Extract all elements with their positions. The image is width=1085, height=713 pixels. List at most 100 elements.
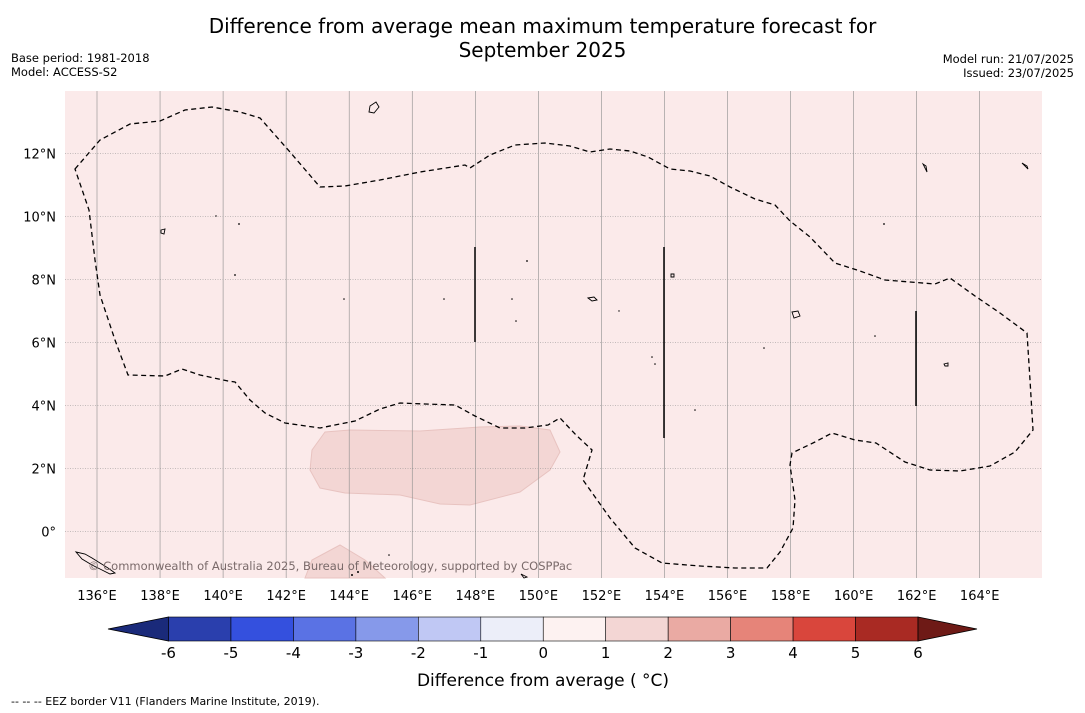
colorbar-segment [792, 616, 856, 642]
colorbar-tick-label: 0 [538, 644, 548, 662]
islet [515, 320, 517, 322]
model-run: Model run: 21/07/2025 [942, 52, 1074, 66]
colorbar-tick-label: 3 [726, 644, 736, 662]
longitude-tick-label: 152°E [582, 589, 622, 604]
islet [883, 223, 885, 225]
colorbar-segment [855, 616, 919, 642]
islet [526, 260, 528, 262]
colorbar-tick-label: -4 [286, 644, 301, 662]
longitude-tick-label: 158°E [771, 589, 811, 604]
longitude-tick-label: 148°E [456, 589, 496, 604]
islet [343, 298, 345, 300]
colorbar-tick-label: -3 [348, 644, 363, 662]
island [74, 551, 117, 575]
colorbar-extend-low [107, 616, 169, 642]
colorbar-segment [293, 616, 357, 642]
latitude-tick-label: 8°N [32, 274, 57, 289]
colorbar-extend-high [917, 616, 978, 642]
islet [215, 215, 217, 217]
island [921, 162, 928, 173]
base-period: Base period: 1981-2018 [11, 51, 150, 65]
colorbar-segment [480, 616, 544, 642]
islet [238, 223, 240, 225]
island [160, 228, 166, 235]
islet [654, 363, 656, 365]
latitude-tick-label: 2°N [32, 463, 57, 478]
eez-border [74, 106, 1034, 569]
latitude-tick-label: 0° [41, 526, 56, 541]
longitude-tick-label: 146°E [392, 589, 432, 604]
colorbar-segment [355, 616, 419, 642]
issued-date: Issued: 23/07/2025 [963, 66, 1074, 80]
longitude-tick-label: 164°E [960, 589, 1000, 604]
colorbar: -6 -5 -4 -3 -2 -1 0 1 2 3 4 5 6 [107, 616, 978, 662]
island [670, 273, 675, 278]
copyright-text: © Commonwealth of Australia 2025, Bureau… [88, 559, 572, 573]
colorbar-tick-label: 5 [851, 644, 861, 662]
islet [388, 554, 390, 556]
colorbar-label: Difference from average ( °C) [417, 671, 669, 691]
colorbar-segment [605, 616, 669, 642]
islet [511, 298, 513, 300]
colorbar-tick-label: 1 [601, 644, 611, 662]
title-line-2: September 2025 [458, 38, 627, 62]
longitude-tick-label: 156°E [708, 589, 748, 604]
gridlines [65, 91, 1042, 578]
islet [618, 310, 620, 312]
colorbar-tick-label: 2 [663, 644, 673, 662]
model-name: Model: ACCESS-S2 [11, 65, 118, 79]
longitude-tick-labels: 136°E 138°E 140°E 142°E 144°E 146°E 148°E 150°E… [77, 589, 999, 604]
longitude-tick-label: 138°E [140, 589, 180, 604]
latitude-tick-labels: 12°N 10°N 8°N 6°N 4°N 2°N 0° [23, 148, 56, 541]
islet [234, 274, 236, 276]
colorbar-tick-label: -2 [411, 644, 426, 662]
latitude-tick-label: 6°N [32, 337, 57, 352]
longitude-tick-label: 140°E [203, 589, 243, 604]
colorbar-tick-label: -6 [161, 644, 176, 662]
latitude-tick-label: 12°N [23, 148, 56, 163]
island [1021, 162, 1029, 170]
longitude-tick-label: 162°E [897, 589, 937, 604]
title-line-1: Difference from average mean maximum tem… [208, 14, 877, 38]
island [586, 296, 598, 302]
island [520, 573, 529, 579]
meta-left: Base period: 1981-2018 Model: ACCESS-S2 [11, 51, 150, 79]
islands [74, 101, 1029, 579]
colorbar-segment [542, 616, 607, 642]
colorbar-segment [730, 616, 794, 642]
longitude-tick-label: 144°E [329, 589, 369, 604]
colorbar-segment [418, 616, 482, 642]
longitude-tick-label: 154°E [645, 589, 685, 604]
meta-right: Model run: 21/07/2025 Issued: 23/07/2025 [943, 52, 1074, 80]
colorbar-segment [168, 616, 232, 642]
longitude-tick-label: 160°E [834, 589, 874, 604]
colorbar-segment [230, 616, 294, 642]
islet [351, 574, 353, 576]
longitude-tick-label: 142°E [266, 589, 306, 604]
island [368, 101, 380, 114]
islet [443, 298, 445, 300]
map-area [65, 91, 1042, 578]
footnote: -- -- -- EEZ border V11 (Flanders Marine… [11, 695, 320, 708]
colorbar-tick-label: 4 [788, 644, 798, 662]
small-islands [215, 215, 885, 576]
colorbar-tick-label: -1 [473, 644, 488, 662]
colorbar-segment [667, 616, 731, 642]
longitude-tick-label: 136°E [77, 589, 117, 604]
latitude-tick-label: 4°N [32, 400, 57, 415]
islet [874, 335, 876, 337]
islet [651, 356, 653, 358]
island [791, 310, 801, 319]
islet [763, 347, 765, 349]
island [943, 362, 949, 367]
colorbar-tick-label: -5 [223, 644, 238, 662]
latitude-tick-label: 10°N [23, 211, 56, 226]
colorbar-tick-label: 6 [913, 644, 923, 662]
islet [357, 571, 359, 573]
longitude-tick-label: 150°E [519, 589, 559, 604]
warm-anomaly-patch [304, 544, 387, 579]
map-title: Difference from average mean maximum tem… [0, 14, 1085, 62]
warm-anomaly-patch [309, 425, 561, 506]
islet [694, 409, 696, 411]
